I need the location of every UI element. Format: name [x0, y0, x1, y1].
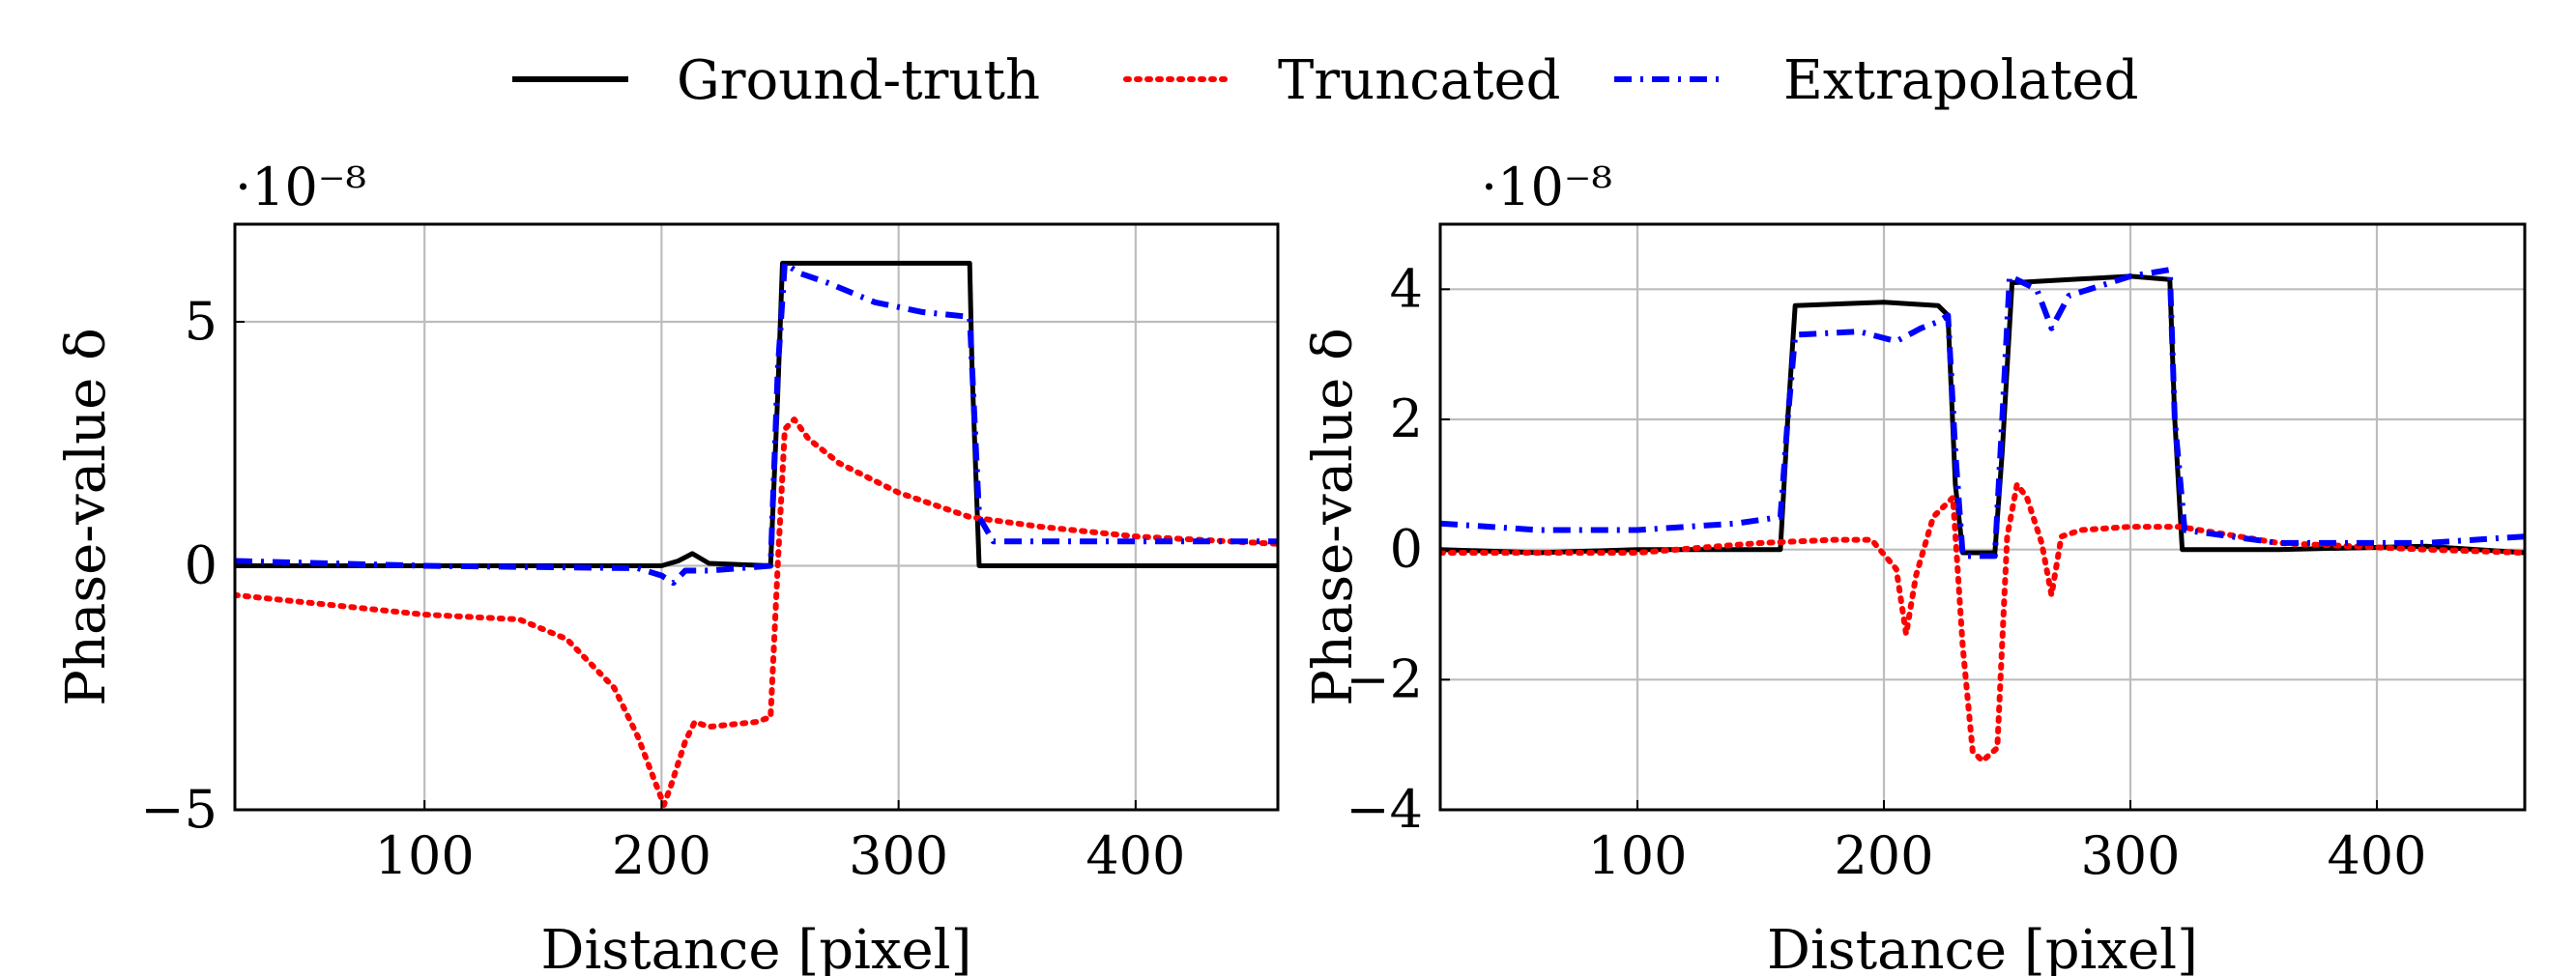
- series-group: [235, 260, 1278, 808]
- x-axis-label: Distance [pixel]: [1767, 919, 2198, 976]
- series-line-truncated: [1440, 481, 2525, 764]
- x-tick-label: 200: [1834, 825, 1933, 886]
- x-tick-label: 300: [849, 825, 948, 886]
- legend: Ground-truth Truncated Extrapolated: [512, 49, 2138, 112]
- series-group: [1440, 267, 2525, 764]
- left-chart: 100 200 300 400 −5 0 5 ·10⁻⁸ Distance [pixel] Pha…: [55, 157, 1280, 976]
- series-line-truncated: [235, 416, 1278, 808]
- y-scale-label: ·10⁻⁸: [1481, 157, 1612, 217]
- series-line-ground-truth: [1440, 273, 2525, 556]
- y-scale-label: ·10⁻⁸: [235, 157, 366, 217]
- y-tick-label: −2: [1346, 648, 1423, 709]
- series-line-extrapolated: [235, 260, 1278, 587]
- y-axis-label: Phase-value δ: [1302, 328, 1365, 706]
- x-tick-label: 300: [2080, 825, 2180, 886]
- series-line-ground-truth: [235, 260, 1278, 568]
- y-tick-label: 0: [185, 535, 217, 596]
- y-tick-label: −4: [1346, 779, 1423, 840]
- y-tick-label: 5: [185, 291, 217, 352]
- x-axis-label: Distance [pixel]: [541, 919, 972, 976]
- x-tick-label: 100: [1587, 825, 1687, 886]
- x-tick-label: 100: [375, 825, 475, 886]
- legend-item-truncated: Truncated: [1123, 49, 1561, 112]
- right-chart: 100 200 300 400 −4 −2 0 2 4 ·10⁻⁸ Distance [pixel]…: [1302, 157, 2527, 976]
- legend-label-ground-truth: Ground-truth: [677, 49, 1040, 112]
- plot-frame: [233, 222, 1280, 812]
- series-line-extrapolated: [1440, 267, 2525, 560]
- x-tick-label: 200: [612, 825, 711, 886]
- y-tick-label: 0: [1390, 519, 1423, 580]
- y-tick-label: −5: [140, 779, 217, 840]
- y-tick-label: 4: [1390, 258, 1423, 319]
- x-tick-label: 400: [2327, 825, 2426, 886]
- y-tick-label: 2: [1390, 388, 1423, 449]
- y-axis-label: Phase-value δ: [55, 328, 118, 706]
- legend-label-truncated: Truncated: [1278, 49, 1561, 112]
- plot-frame: [1438, 222, 2527, 812]
- x-tick-label: 400: [1085, 825, 1185, 886]
- legend-item-extrapolated: Extrapolated: [1614, 49, 2138, 112]
- legend-label-extrapolated: Extrapolated: [1783, 49, 2138, 112]
- legend-item-ground-truth: Ground-truth: [512, 49, 1040, 112]
